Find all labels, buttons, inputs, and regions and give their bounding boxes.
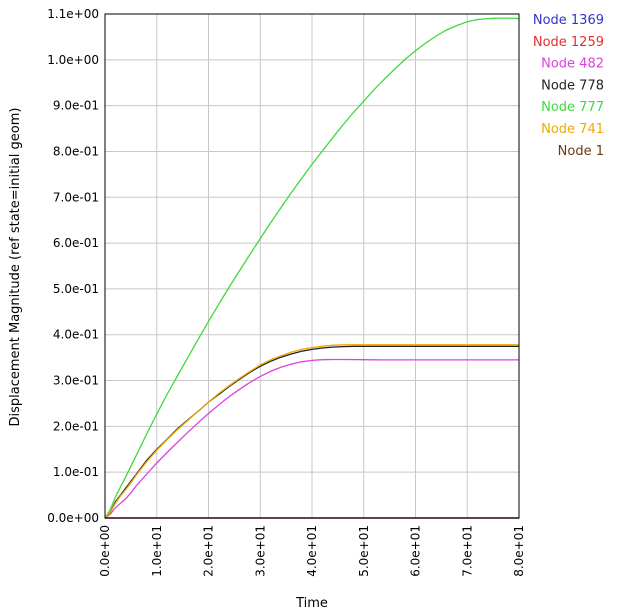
y-tick-label: 1.0e-01	[53, 465, 99, 479]
legend-entry: Node 741	[541, 122, 604, 137]
y-tick-label: 1.1e+00	[47, 7, 99, 21]
y-tick-label: 4.0e-01	[53, 328, 99, 342]
legend-entry: Node 1	[558, 144, 604, 159]
series-line-node-777	[104, 17, 520, 519]
y-tick-label: 9.0e-01	[53, 99, 99, 113]
series-line-node-482	[104, 358, 519, 519]
series-line-node-778	[104, 345, 519, 519]
y-tick-label: 1.0e+00	[47, 53, 99, 67]
x-tick-label: 4.0e+01	[305, 525, 319, 577]
x-tick-label: 2.0e+01	[202, 525, 216, 577]
plot-frame	[104, 13, 520, 519]
grid	[104, 13, 520, 519]
y-tick-label: 5.0e-01	[53, 282, 99, 296]
series-line-node-741	[104, 344, 519, 519]
legend-entry: Node 777	[541, 100, 604, 115]
y-ticks: 0.0e+00 1.0e-01 2.0e-01 3.0e-01 4.0e-01 5.0e-…	[47, 7, 99, 525]
legend-entry: Node 778	[541, 78, 604, 93]
x-tick-label: 8.0e+01	[512, 525, 526, 577]
legend-entry: Node 1369	[533, 13, 604, 28]
y-axis-label: Displacement Magnitude (ref state=initia…	[8, 108, 23, 427]
x-axis-label: Time	[295, 596, 328, 611]
x-tick-label: 1.0e+01	[150, 525, 164, 577]
y-tick-label: 6.0e-01	[53, 236, 99, 250]
x-tick-label: 6.0e+01	[409, 525, 423, 577]
x-tick-label: 3.0e+01	[253, 525, 267, 577]
x-tick-label: 5.0e+01	[357, 525, 371, 577]
y-tick-label: 3.0e-01	[53, 374, 99, 388]
x-ticks: 0.0e+00 1.0e+01 2.0e+01 3.0e+01 4.0e+01 5.0e+…	[98, 525, 526, 577]
y-tick-label: 0.0e+00	[47, 511, 99, 525]
x-tick-label: 7.0e+01	[460, 525, 474, 577]
x-tick-label: 0.0e+00	[98, 525, 112, 577]
legend: Node 1369 Node 1259 Node 482 Node 778 Node 7…	[533, 13, 604, 159]
y-tick-label: 8.0e-01	[53, 144, 99, 158]
legend-entry: Node 1259	[533, 35, 604, 50]
y-tick-label: 2.0e-01	[53, 419, 99, 433]
y-tick-label: 7.0e-01	[53, 190, 99, 204]
legend-entry: Node 482	[541, 57, 604, 72]
